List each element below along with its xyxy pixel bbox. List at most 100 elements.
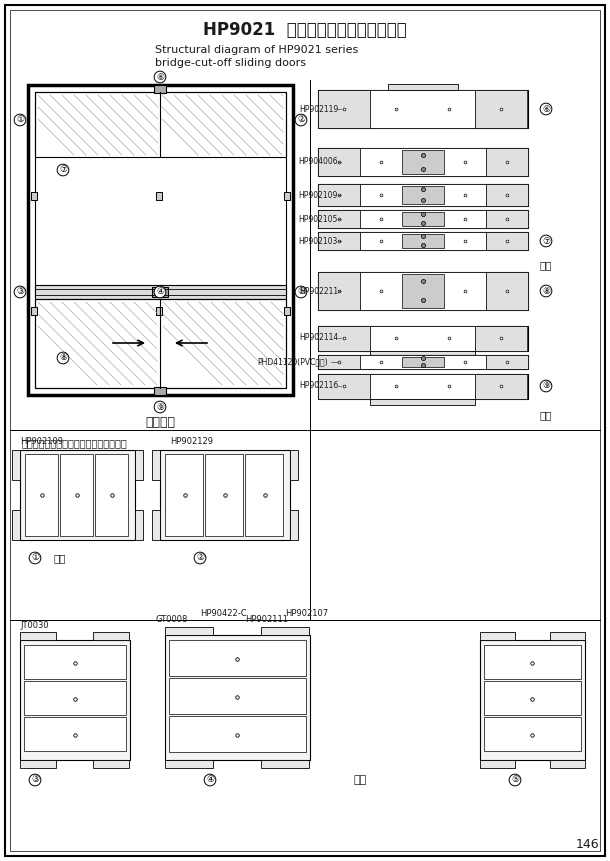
Bar <box>360 355 486 369</box>
Bar <box>402 212 444 226</box>
Text: ③: ③ <box>31 776 39 784</box>
Bar <box>261 627 309 635</box>
Bar <box>318 148 528 176</box>
Bar <box>284 192 290 200</box>
Text: ②: ② <box>196 554 204 562</box>
Text: PHD41120(PVC隔条): PHD41120(PVC隔条) <box>257 357 328 367</box>
Bar <box>475 326 527 351</box>
Text: ⑧: ⑧ <box>59 354 67 362</box>
Bar <box>261 760 309 768</box>
Text: HP902109: HP902109 <box>20 437 63 447</box>
Text: HP9021  系列断桥隔热推拉门结构图: HP9021 系列断桥隔热推拉门结构图 <box>203 21 407 39</box>
Bar <box>162 95 283 155</box>
Bar <box>318 184 360 206</box>
Bar <box>402 150 444 174</box>
Text: ⑤: ⑤ <box>297 288 305 296</box>
Bar <box>165 627 213 635</box>
Text: GT0008: GT0008 <box>155 616 187 624</box>
Bar <box>318 326 370 351</box>
Bar <box>20 632 56 640</box>
Bar <box>290 450 298 480</box>
Text: ⑦: ⑦ <box>59 165 67 175</box>
Bar <box>480 640 585 760</box>
Bar <box>318 355 360 369</box>
Text: HP902114: HP902114 <box>299 333 338 343</box>
Bar <box>402 234 444 248</box>
Bar <box>35 92 286 388</box>
Text: HP904006: HP904006 <box>298 158 338 166</box>
Bar <box>31 192 37 200</box>
Text: 室外: 室外 <box>540 260 552 270</box>
Bar <box>318 210 528 228</box>
Bar <box>318 90 370 128</box>
Text: HP902103: HP902103 <box>299 237 338 245</box>
Text: 146: 146 <box>575 839 599 852</box>
Bar <box>486 232 528 250</box>
Bar <box>20 450 135 540</box>
Bar <box>486 148 528 176</box>
Bar <box>486 184 528 206</box>
Text: HP902107: HP902107 <box>285 609 328 617</box>
Bar <box>318 184 528 206</box>
Bar <box>370 351 475 357</box>
Bar <box>475 374 527 399</box>
Text: Structural diagram of HP9021 series: Structural diagram of HP9021 series <box>155 45 358 55</box>
Bar <box>163 302 283 385</box>
Bar <box>318 326 528 351</box>
Bar <box>290 510 298 540</box>
Text: ⑦: ⑦ <box>542 237 550 245</box>
Bar <box>370 90 475 128</box>
Bar <box>165 635 310 760</box>
Bar <box>360 272 486 310</box>
Bar <box>156 307 162 315</box>
Bar <box>318 232 360 250</box>
Bar <box>169 716 306 752</box>
Bar <box>35 285 286 299</box>
Bar <box>38 302 157 385</box>
Bar <box>152 450 160 480</box>
Text: ③: ③ <box>16 288 24 296</box>
Bar <box>28 85 293 395</box>
Bar <box>24 717 126 751</box>
Text: 注：中金与匀、光金的含量方向宽度相同: 注：中金与匀、光金的含量方向宽度相同 <box>22 438 127 448</box>
Text: HP90422-C: HP90422-C <box>200 609 246 617</box>
Bar <box>486 272 528 310</box>
Bar <box>135 450 143 480</box>
Bar <box>20 640 130 760</box>
Bar <box>93 760 129 768</box>
Bar <box>550 760 585 768</box>
Bar <box>318 210 360 228</box>
Bar <box>152 287 168 297</box>
Text: ⑤: ⑤ <box>511 776 519 784</box>
Text: ④: ④ <box>156 288 164 296</box>
Text: HP902116: HP902116 <box>299 381 338 391</box>
Text: ④: ④ <box>206 776 214 784</box>
Bar <box>370 374 475 399</box>
Text: 外视推拉: 外视推拉 <box>145 417 175 430</box>
Text: 室外: 室外 <box>353 775 367 785</box>
Bar <box>484 717 581 751</box>
Text: ⑥: ⑥ <box>156 72 164 82</box>
Bar <box>245 454 283 536</box>
Bar <box>154 387 166 395</box>
Bar <box>95 454 128 536</box>
Bar <box>284 307 290 315</box>
Bar <box>24 645 126 679</box>
Bar <box>402 186 444 204</box>
Bar <box>360 210 486 228</box>
Text: ⑥: ⑥ <box>542 104 550 114</box>
Bar <box>25 454 58 536</box>
Text: HP902111: HP902111 <box>245 616 288 624</box>
Text: JT0030: JT0030 <box>20 621 49 629</box>
Bar <box>160 450 290 540</box>
Bar <box>165 760 213 768</box>
Text: ⑨: ⑨ <box>542 381 550 391</box>
Bar <box>484 645 581 679</box>
Bar <box>205 454 243 536</box>
Bar <box>480 760 515 768</box>
Bar <box>486 355 528 369</box>
Text: 室外: 室外 <box>540 410 552 420</box>
Bar <box>154 85 166 93</box>
Bar <box>169 678 306 714</box>
Bar <box>318 355 528 369</box>
